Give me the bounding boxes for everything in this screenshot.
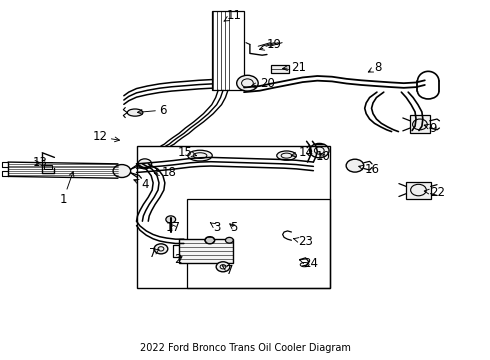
Text: 12: 12 — [92, 130, 120, 144]
Circle shape — [205, 237, 215, 244]
Text: 5: 5 — [230, 221, 238, 234]
Text: 13: 13 — [32, 156, 48, 169]
Bar — [406, 182, 431, 199]
Circle shape — [346, 159, 364, 172]
Circle shape — [237, 75, 258, 91]
Text: 8: 8 — [368, 60, 382, 73]
Text: 7: 7 — [148, 247, 159, 260]
Text: 15: 15 — [177, 145, 196, 158]
Bar — [179, 239, 233, 263]
Circle shape — [166, 216, 175, 223]
Circle shape — [310, 143, 329, 158]
Text: 9: 9 — [424, 122, 437, 135]
Text: 20: 20 — [251, 77, 274, 90]
Circle shape — [154, 244, 168, 254]
Text: 4: 4 — [134, 178, 149, 191]
Text: 22: 22 — [424, 186, 445, 199]
Circle shape — [216, 262, 230, 272]
Text: 6: 6 — [138, 104, 167, 117]
Text: 1: 1 — [59, 171, 74, 206]
Text: 16: 16 — [359, 163, 380, 176]
Bar — [271, 64, 289, 73]
Text: 2022 Ford Bronco Trans Oil Cooler Diagram: 2022 Ford Bronco Trans Oil Cooler Diagra… — [140, 343, 350, 353]
Bar — [137, 145, 330, 288]
Text: 19: 19 — [260, 38, 282, 51]
Text: 23: 23 — [294, 235, 313, 248]
Circle shape — [113, 165, 131, 177]
Circle shape — [138, 159, 152, 169]
Ellipse shape — [188, 150, 212, 161]
Circle shape — [225, 237, 233, 243]
Text: 14: 14 — [291, 145, 314, 158]
Text: 11: 11 — [224, 9, 242, 22]
Bar — [187, 199, 330, 288]
Ellipse shape — [127, 109, 143, 116]
Text: 18: 18 — [154, 166, 177, 179]
Bar — [410, 116, 430, 134]
Text: 3: 3 — [210, 221, 221, 234]
Text: 2: 2 — [174, 253, 182, 266]
Text: 24: 24 — [299, 257, 318, 270]
Bar — [44, 165, 52, 169]
Text: 17: 17 — [166, 221, 181, 234]
Text: 21: 21 — [283, 60, 306, 73]
Text: 7: 7 — [222, 264, 234, 277]
Text: 10: 10 — [316, 150, 331, 163]
Ellipse shape — [277, 151, 296, 160]
Bar — [212, 12, 244, 90]
